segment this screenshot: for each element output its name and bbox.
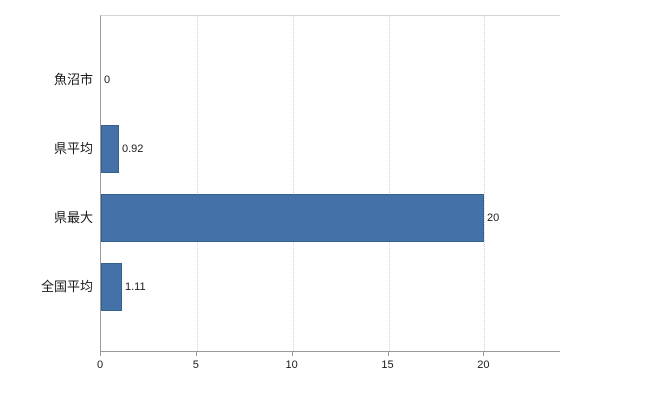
gridline	[196, 16, 198, 351]
category-label: 県平均	[53, 140, 93, 156]
x-tick-label: 20	[477, 359, 490, 371]
bar-value-label: 0	[104, 73, 111, 86]
category-label: 魚沼市	[53, 71, 93, 87]
bar-value-label: 0.92	[122, 142, 144, 155]
x-tick-label: 10	[285, 359, 298, 371]
bar	[101, 263, 122, 312]
x-tick-label: 5	[192, 359, 199, 371]
bar-value-label: 20	[487, 212, 500, 225]
x-tick-label: 0	[96, 359, 104, 371]
x-tick-mark	[195, 352, 197, 356]
x-tick-mark	[291, 352, 293, 356]
gridline	[484, 16, 486, 351]
x-tick-mark	[100, 352, 101, 356]
x-tick-mark	[387, 352, 389, 356]
x-tick-label: 15	[381, 359, 394, 371]
gridline	[292, 16, 294, 351]
category-label: 県最大	[53, 210, 93, 226]
plot-area	[100, 15, 560, 352]
x-tick-mark	[483, 352, 485, 356]
category-label: 全国平均	[40, 279, 93, 295]
bar-value-label: 1.11	[125, 281, 146, 294]
gridline	[388, 16, 390, 351]
bar	[101, 124, 119, 173]
bar	[101, 194, 484, 243]
